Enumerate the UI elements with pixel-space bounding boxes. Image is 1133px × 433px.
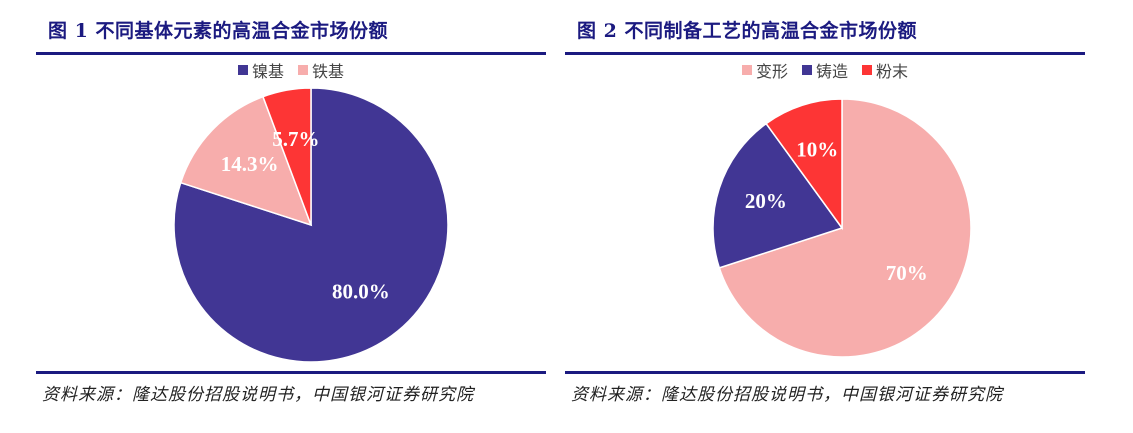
legend-swatch — [741, 65, 752, 75]
chart-title-2: 图 2 不同制备工艺的高温合金市场份额 — [577, 20, 917, 42]
source-rule-2 — [565, 371, 1085, 374]
pie-chart-1: 80.0% 14.3%5.7% — [173, 87, 449, 363]
legend-1: 镍基 铁基 — [36, 58, 546, 82]
legend-label: 铁基 — [312, 62, 345, 81]
legend-label: 镍基 — [251, 62, 284, 81]
legend-2: 变形 铸造 粉末 — [565, 58, 1085, 82]
source-rule-1 — [36, 371, 546, 374]
legend-item-2-1: 变形 — [741, 58, 788, 82]
data-label-2-3: 10% — [796, 138, 838, 162]
legend-swatch — [298, 65, 308, 75]
pie-slice-2-1 — [718, 98, 972, 358]
chart-panel-1: 图 1 不同基体元素的高温合金市场份额 镍基 铁基 80.0% 14.3% 5.7% … — [36, 0, 546, 433]
legend-label: 铸造 — [815, 62, 848, 81]
data-label-2-2: 20% — [745, 189, 787, 213]
legend-swatch — [862, 65, 872, 75]
pie-slice-2-2 — [712, 122, 844, 269]
source-note-2: 资料来源：隆达股份招股说明书，中国银河证券研究院 — [571, 385, 1003, 405]
data-label-2-1: 70% — [886, 261, 928, 285]
title-rule-2 — [565, 52, 1085, 55]
pie-slice-2-3 — [765, 98, 843, 231]
legend-item-1-2: 铁基 — [298, 58, 344, 82]
legend-label: 粉末 — [876, 62, 909, 81]
data-label-1-2: 14.3% — [221, 152, 279, 176]
chart-title-1: 图 1 不同基体元素的高温合金市场份额 — [48, 20, 388, 42]
legend-swatch — [801, 65, 812, 75]
chart-panel-2: 图 2 不同制备工艺的高温合金市场份额 变形 铸造 粉末 70% 20% 10% 资料来… — [565, 0, 1085, 433]
legend-swatch — [237, 65, 248, 75]
pie-slice-1-3 — [262, 87, 312, 226]
data-label-1-1: 80.0% — [332, 280, 390, 304]
legend-item-2-2: 铸造 — [801, 58, 848, 82]
pie-chart-2: 70% 20% 10% — [712, 98, 972, 358]
source-note-1: 资料来源：隆达股份招股说明书，中国银河证券研究院 — [42, 385, 474, 405]
title-rule-1 — [36, 52, 546, 55]
legend-item-2-3: 粉末 — [862, 58, 908, 82]
legend-label: 变形 — [755, 62, 788, 81]
legend-item-1-1: 镍基 — [237, 58, 284, 82]
data-label-1-3: 5.7% — [272, 127, 319, 151]
pie-slice-1-2 — [179, 95, 313, 227]
